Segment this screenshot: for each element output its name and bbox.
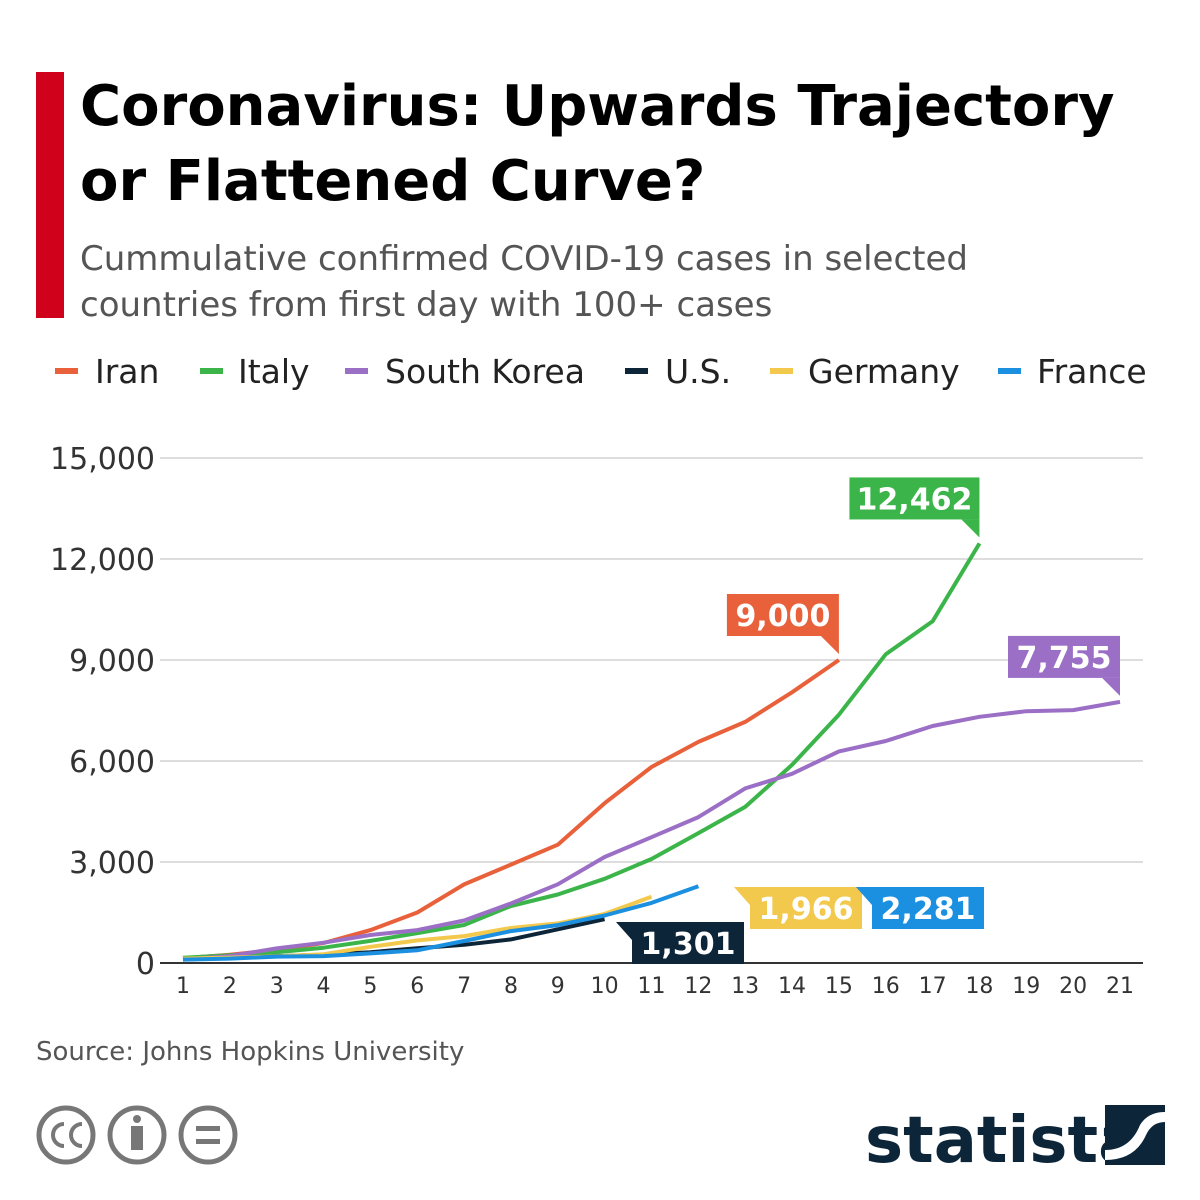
- x-tick-label: 15: [825, 974, 853, 999]
- value-label-pointer: [961, 519, 980, 538]
- value-label-box: [849, 477, 980, 520]
- x-tick-label: 20: [1059, 974, 1087, 999]
- x-tick-label: 10: [591, 974, 619, 999]
- x-tick-label: 1: [176, 974, 190, 999]
- chart-title: Coronavirus: Upwards Trajectory: [80, 74, 1115, 139]
- legend-swatch: [998, 368, 1021, 374]
- x-tick-label: 16: [872, 974, 900, 999]
- x-tick-label: 13: [731, 974, 759, 999]
- legend-label: U.S.: [665, 352, 731, 391]
- series-line: [182, 542, 982, 960]
- subtitle: Cummulative confirmed COVID-19 cases in …: [80, 239, 968, 279]
- value-label-pointer: [1102, 677, 1120, 696]
- value-label-pointer: [734, 887, 750, 905]
- x-tick-label: 7: [457, 974, 471, 999]
- legend-swatch: [200, 368, 223, 374]
- value-label-box: [632, 922, 744, 964]
- value-label-pointer: [856, 887, 872, 905]
- accent-bar: [36, 72, 64, 318]
- legend-swatch: [345, 368, 368, 374]
- x-tick-label: 2: [223, 974, 237, 999]
- value-label: 1,301: [641, 927, 736, 962]
- value-label-box: [1008, 635, 1120, 678]
- y-tick-label: 0: [136, 947, 155, 982]
- value-label-box: [750, 887, 862, 929]
- value-label: 2,281: [881, 892, 976, 927]
- x-tick-label: 6: [410, 974, 424, 999]
- chart-title: or Flattened Curve?: [80, 149, 705, 214]
- x-tick-label: 4: [317, 974, 331, 999]
- x-tick-label: 9: [551, 974, 565, 999]
- value-label-box: [726, 594, 839, 636]
- legend-label: Italy: [238, 352, 310, 391]
- y-tick-label: 3,000: [69, 846, 155, 881]
- x-tick-label: 21: [1106, 974, 1134, 999]
- legend-label: Iran: [95, 352, 159, 391]
- x-tick-label: 11: [638, 974, 666, 999]
- legend-swatch: [55, 368, 78, 374]
- x-tick-label: 17: [919, 974, 947, 999]
- x-tick-label: 14: [778, 974, 806, 999]
- x-tick-label: 18: [965, 974, 993, 999]
- legend-label: Germany: [808, 352, 960, 391]
- value-label-box: [872, 887, 984, 929]
- series-line: [182, 884, 700, 962]
- value-label-pointer: [820, 636, 839, 654]
- logo-icon: [1105, 1105, 1165, 1165]
- y-tick-label: 9,000: [69, 644, 155, 679]
- legend-label: France: [1037, 352, 1147, 391]
- value-label-pointer: [616, 922, 632, 940]
- x-tick-label: 8: [504, 974, 518, 999]
- series-line: [182, 699, 1121, 962]
- value-label: 1,966: [759, 892, 854, 927]
- x-tick-label: 3: [270, 974, 284, 999]
- subtitle: countries from first day with 100+ cases: [80, 285, 772, 325]
- y-tick-label: 15,000: [50, 442, 155, 477]
- legend-label: South Korea: [385, 352, 585, 391]
- x-tick-label: 19: [1012, 974, 1040, 999]
- value-label: 9,000: [735, 599, 830, 634]
- value-label: 12,462: [857, 482, 973, 517]
- x-tick-label: 5: [363, 974, 377, 999]
- x-tick-label: 12: [684, 974, 712, 999]
- y-tick-label: 12,000: [50, 543, 155, 578]
- license-icons: [36, 1105, 238, 1165]
- y-tick-label: 6,000: [69, 745, 155, 780]
- legend-swatch: [625, 368, 648, 374]
- source: Source: Johns Hopkins University: [36, 1037, 464, 1067]
- value-label: 7,755: [1017, 641, 1112, 676]
- legend-swatch: [770, 368, 793, 374]
- logo: statista: [865, 1104, 1141, 1178]
